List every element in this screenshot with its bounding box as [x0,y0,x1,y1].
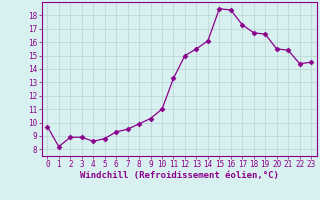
X-axis label: Windchill (Refroidissement éolien,°C): Windchill (Refroidissement éolien,°C) [80,171,279,180]
